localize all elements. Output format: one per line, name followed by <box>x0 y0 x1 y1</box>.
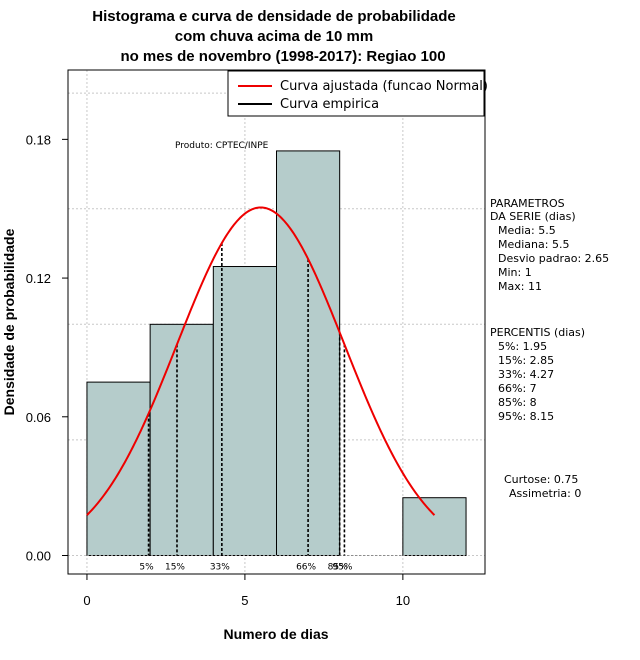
chart-title-line-2: com chuva acima de 10 mm <box>175 28 373 45</box>
legend-box <box>227 70 485 117</box>
histogram-bar-3 <box>276 150 341 557</box>
x-axis: 0 5 10 <box>83 574 410 608</box>
percentile-label-0: 5% <box>139 563 154 573</box>
percentil-15: 15%: 2.85 <box>498 354 554 367</box>
y-tick-label-2: 0.12 <box>26 271 51 286</box>
stat-curtose: Curtose: 0.75 <box>504 473 578 486</box>
percentil-66: 66%: 7 <box>498 382 537 395</box>
param-media: Media: 5.5 <box>498 224 556 237</box>
stat-assimetria: Assimetria: 0 <box>509 487 581 500</box>
percentile-lines <box>147 242 346 556</box>
percentil-95: 95%: 8.15 <box>498 410 554 423</box>
legend-empirical-label: Curva empirica <box>280 97 379 112</box>
histogram-bar-1 <box>149 323 214 557</box>
percentile-label-1: 15% <box>165 563 185 573</box>
histogram-bars <box>86 150 467 557</box>
y-axis-label: Densidade de probabilidade <box>1 228 17 415</box>
histogram-bar-0 <box>86 381 151 557</box>
percentile-label-4: 85% <box>328 563 348 573</box>
chart-title-line-3: no mes de novembro (1998-2017): Regiao 1… <box>120 48 445 65</box>
percentil-5: 5%: 1.95 <box>498 340 547 353</box>
percentile-labels: 5% 15% 33% 66% 85%95% <box>139 563 352 573</box>
param-max: Max: 11 <box>498 280 542 293</box>
param-min: Min: 1 <box>498 266 532 279</box>
y-tick-label-0: 0.00 <box>26 549 51 564</box>
legend-fitted-label: Curva ajustada (funcao Normal) <box>280 79 488 94</box>
params-title-2: DA SERIE (dias) <box>490 210 576 223</box>
param-desvio: Desvio padrao: 2.65 <box>498 252 609 265</box>
legend: Curva ajustada (funcao Normal) Curva emp… <box>227 70 488 117</box>
fitted-normal-curve <box>86 206 436 516</box>
histogram-bar-5 <box>402 497 467 557</box>
x-axis-label: Numero de dias <box>223 626 328 642</box>
percentis-title: PERCENTIS (dias) <box>490 326 585 339</box>
y-tick-label-1: 0.06 <box>26 410 51 425</box>
product-annotation: Produto: CPTEC/INPE <box>175 141 269 151</box>
x-tick-label-0: 0 <box>83 593 90 608</box>
histogram-bar-2 <box>212 266 277 557</box>
percentile-label-3: 66% <box>296 563 316 573</box>
param-mediana: Mediana: 5.5 <box>498 238 569 251</box>
percentile-label-5: 95% <box>332 563 352 573</box>
x-tick-label-2: 10 <box>396 593 410 608</box>
params-title-1: PARAMETROS <box>490 197 565 210</box>
x-tick-label-1: 5 <box>241 593 248 608</box>
percentil-33: 33%: 4.27 <box>498 368 554 381</box>
y-axis: 0.00 0.06 0.12 0.18 <box>26 132 68 564</box>
y-tick-label-3: 0.18 <box>26 132 51 147</box>
chart-title-line-1: Histograma e curva de densidade de proba… <box>92 8 455 25</box>
plot-frame <box>67 69 486 575</box>
side-panel: PARAMETROS DA SERIE (dias) Media: 5.5 Me… <box>490 197 609 500</box>
percentil-85: 85%: 8 <box>498 396 537 409</box>
percentile-label-2: 33% <box>210 563 230 573</box>
